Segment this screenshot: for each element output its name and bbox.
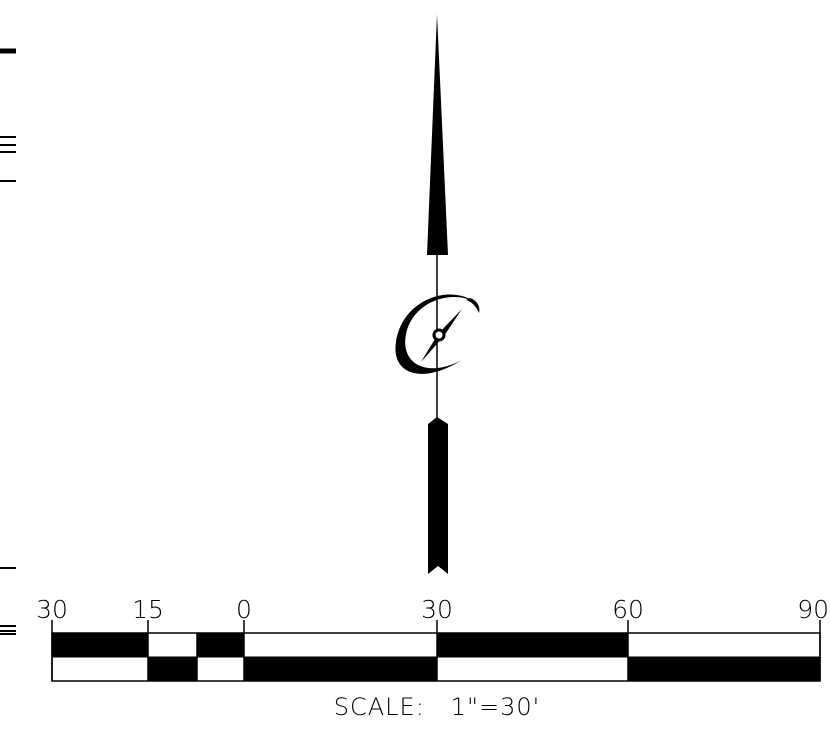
scale-tick-label: 60 bbox=[612, 595, 644, 624]
scale-tick-label: 30 bbox=[36, 595, 68, 624]
compass-rose-icon bbox=[395, 294, 480, 374]
south-tail bbox=[428, 417, 448, 574]
scale-tick-label: 0 bbox=[236, 595, 252, 624]
north-needle bbox=[427, 14, 448, 255]
scale-tick-label: 15 bbox=[132, 595, 164, 624]
scale-tick-label: 90 bbox=[797, 595, 829, 624]
left-edge-marks bbox=[0, 48, 16, 635]
scale-bar: 30 15 0 30 60 90 SCALE: 1"=30' bbox=[36, 595, 829, 721]
scale-caption: SCALE: 1"=30' bbox=[334, 693, 540, 721]
scale-tick-label: 30 bbox=[421, 595, 453, 624]
north-arrow-icon bbox=[395, 14, 480, 574]
